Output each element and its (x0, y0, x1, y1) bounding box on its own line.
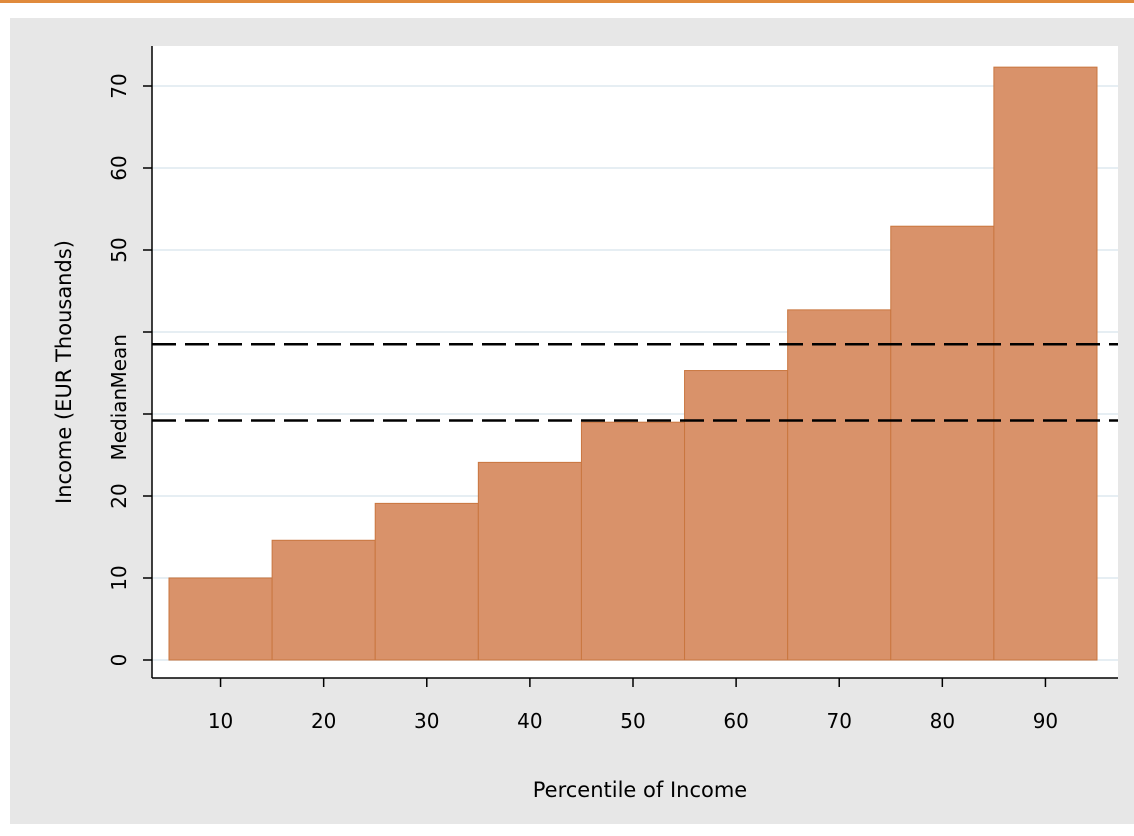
y-axis-ticks: 0 10 20 50 60 70 (107, 73, 152, 666)
x-axis-ticks: 10 20 30 40 50 60 70 80 90 (208, 678, 1058, 733)
x-tick-label-10: 10 (208, 709, 233, 733)
y-tick-label-50: 50 (107, 237, 131, 262)
bar-10 (168, 577, 273, 661)
x-tick-label-60: 60 (723, 709, 748, 733)
bar-90 (993, 66, 1098, 661)
y-tick-label-10: 10 (107, 565, 131, 590)
top-accent-rule (0, 0, 1134, 3)
x-tick-label-80: 80 (930, 709, 955, 733)
x-tick-label-20: 20 (311, 709, 336, 733)
y-tick-label-60: 60 (107, 155, 131, 180)
reference-label-mean: Mean (107, 334, 131, 389)
y-tick-label-70: 70 (107, 73, 131, 98)
bar-30 (374, 502, 479, 661)
bars (168, 66, 1098, 661)
x-axis-title: Percentile of Income (533, 778, 747, 802)
reference-label-median: Median (107, 388, 131, 461)
bar-40 (477, 461, 582, 661)
bar-70 (787, 309, 892, 661)
bar-80 (890, 225, 995, 661)
bar-20 (271, 539, 376, 661)
y-tick-label-20: 20 (107, 483, 131, 508)
bar-50 (580, 421, 686, 661)
x-tick-label-50: 50 (620, 709, 645, 733)
y-tick-label-0: 0 (107, 654, 131, 667)
x-tick-label-40: 40 (517, 709, 542, 733)
x-tick-label-70: 70 (826, 709, 851, 733)
x-tick-label-90: 90 (1033, 709, 1058, 733)
x-tick-label-30: 30 (414, 709, 439, 733)
y-axis-title: Income (EUR Thousands) (52, 240, 76, 504)
bar-60 (684, 370, 789, 661)
